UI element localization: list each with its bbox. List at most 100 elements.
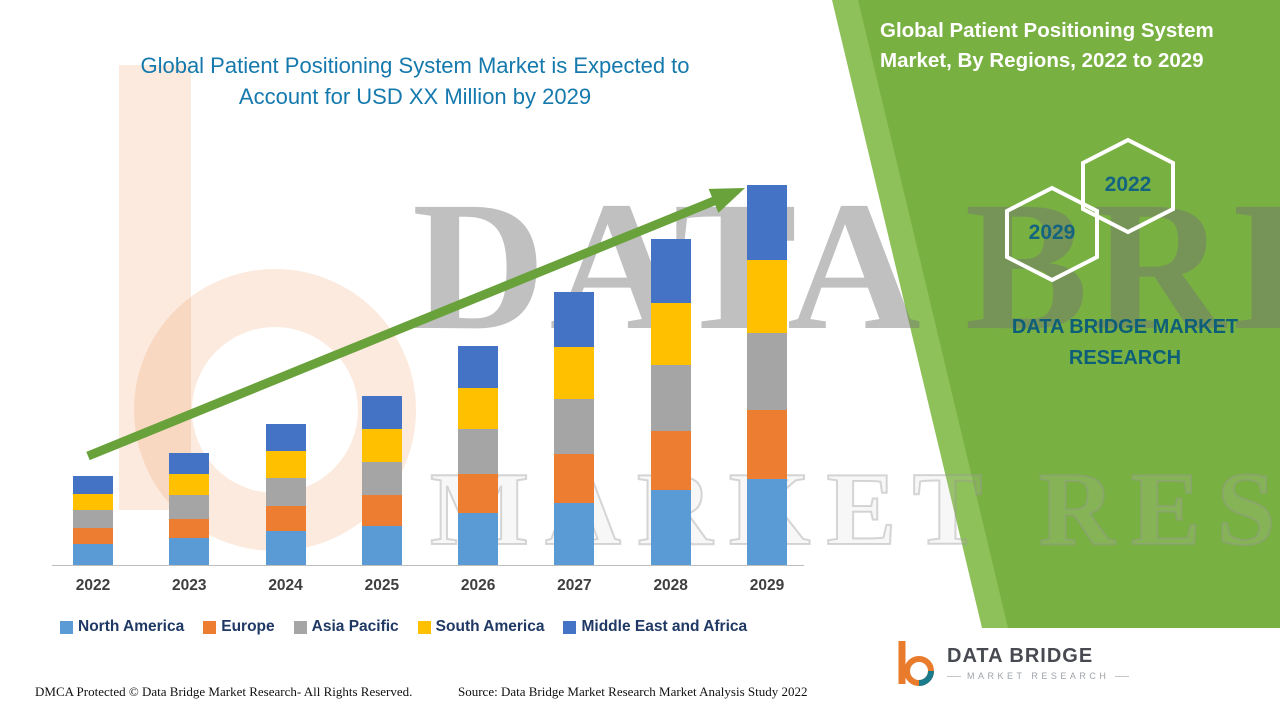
bar-segment [746,409,787,480]
stacked-bar [746,185,787,565]
year-label: 2028 [653,577,688,594]
bar-segment [650,365,691,432]
bar-column [359,395,405,565]
bar-segment [361,395,402,430]
legend-label: North America [78,618,185,635]
databridge-logo-icon [898,641,934,686]
legend-item: Middle East and Africa [563,618,747,636]
bar-segment [73,509,113,528]
legend-label: Middle East and Africa [581,618,748,635]
stacked-bar [458,345,499,565]
bar-segment [746,185,787,260]
legend: North America Europe Asia Pacific South Ame… [60,618,747,636]
year-label: 2026 [460,577,496,594]
bar-column [744,185,790,565]
bar-column [648,238,694,565]
bars-row [58,185,802,565]
bar-segment [169,538,210,565]
hexagon-year-2029: 2029 [1028,221,1076,244]
bar-segment [554,502,595,565]
bar-segment [746,259,787,334]
bar-segment [265,450,306,478]
bar-column [455,345,501,565]
bar-column [166,452,212,565]
hexagon-badges-icon [1005,137,1175,283]
stacked-bar [650,238,691,565]
bar-column [263,424,309,565]
bar-segment [265,424,306,451]
bar-segment [73,493,113,510]
legend-label: South America [435,618,545,635]
bar-segment [650,302,691,366]
legend-item: Europe [203,618,275,636]
stacked-bar [361,395,402,565]
stacked-bar [265,424,306,565]
bar-segment [458,474,499,514]
bar-segment [650,431,691,491]
bar-segment [361,495,402,526]
footer-logo-tagline: MARKET RESEARCH [947,671,1129,681]
bar-segment [746,333,787,410]
bar-segment [169,452,210,475]
bar-column [551,292,597,565]
source-note: Source: Data Bridge Market Research Mark… [458,684,808,699]
year-label: 2024 [268,577,303,594]
chart-title-line1: Global Patient Positioning System Market… [140,53,690,78]
legend-label: Europe [221,618,275,635]
bar-segment [554,399,595,455]
footer-logo-name: DATA BRIDGE [947,645,1094,667]
stacked-bar [554,292,595,565]
legend-swatch [203,620,217,634]
footer-logo-tagline-text: MARKET RESEARCH [967,671,1110,681]
dmca-notice: DMCA Protected © Data Bridge Market Rese… [35,684,413,699]
footer-logo: DATA BRIDGE MARKET RESEARCH [893,638,1129,688]
bar-segment [458,388,499,430]
legend-swatch [563,620,577,634]
bar-segment [265,531,306,565]
bar-segment [554,292,595,348]
legend-swatch [417,620,431,634]
bar-column [70,475,116,565]
bar-segment [169,518,210,539]
side-panel-heading: Global Patient Positioning System Market… [880,19,1214,72]
bar-segment [169,495,210,519]
bar-segment [458,345,499,389]
bar-segment [746,479,787,565]
year-label: 2022 [75,577,111,594]
year-label: 2023 [172,577,207,594]
footer-logo-text: DATA BRIDGE MARKET RESEARCH [947,645,1129,681]
chart-title: Global Patient Positioning System Market… [60,50,770,112]
year-label: 2025 [364,577,400,594]
legend-item: North America [60,618,184,636]
bar-segment [458,429,499,475]
x-axis-line [52,565,804,566]
legend-label: Asia Pacific [311,618,399,635]
legend-item: Asia Pacific [293,618,399,636]
bar-segment [73,475,113,494]
bar-segment [169,474,210,496]
stacked-bar [169,452,210,565]
bar-segment [361,429,402,462]
bar-segment [265,506,306,532]
year-label: 2029 [749,577,785,594]
bar-segment [73,527,113,544]
year-label: 2027 [557,577,592,594]
bar-segment [554,454,595,503]
bar-segment [265,477,306,507]
year-labels: 2022 2023 2024 2025 2026 2027 2028 2029 [58,577,802,595]
stacked-bar [73,475,113,565]
bar-segment [73,543,113,565]
legend-swatch [293,620,307,634]
brand-text: DATA BRIDGE MARKET RESEARCH [1011,316,1239,369]
bar-segment [650,490,691,565]
bar-segment [361,461,402,496]
chart-title-line2: Account for USD XX Million by 2029 [238,84,592,109]
bar-segment [458,513,499,565]
bar-segment [554,347,595,400]
bar-segment [650,238,691,303]
hexagon-year-2022: 2022 [1104,173,1152,196]
bar-segment [361,525,402,565]
legend-swatch [60,620,73,634]
legend-item: South America [417,618,545,636]
